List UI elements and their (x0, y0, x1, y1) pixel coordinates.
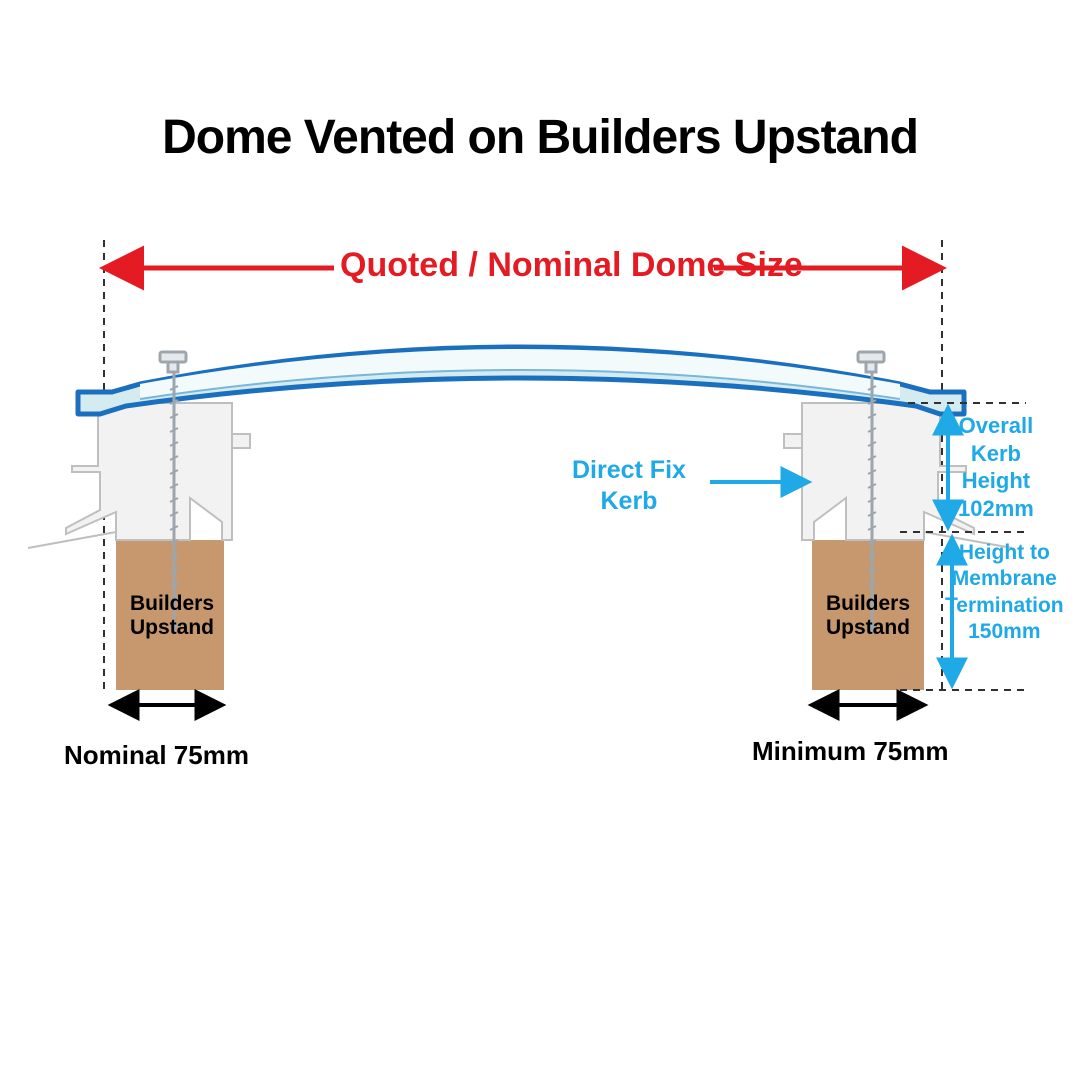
kerb-right (784, 403, 974, 540)
nominal-75mm-label: Nominal 75mm (64, 740, 249, 771)
direct-fix-line2: Kerb (600, 487, 657, 515)
cross-section-diagram (0, 0, 1080, 1080)
direct-fix-line1: Direct Fix (572, 456, 686, 484)
overall-kerb-height-label: Overall Kerb Height 102mm (958, 412, 1034, 522)
membrane-height-label: Height to Membrane Termination 150mm (945, 540, 1064, 645)
upstand-left-label: Builders Upstand (130, 592, 214, 640)
minimum-75mm-label: Minimum 75mm (752, 736, 949, 767)
direct-fix-kerb-label: Direct Fix Kerb (572, 455, 686, 518)
nominal-dome-size-label: Quoted / Nominal Dome Size (340, 246, 803, 285)
upstand-right-label: Builders Upstand (826, 592, 910, 640)
kerb-left (66, 403, 250, 540)
